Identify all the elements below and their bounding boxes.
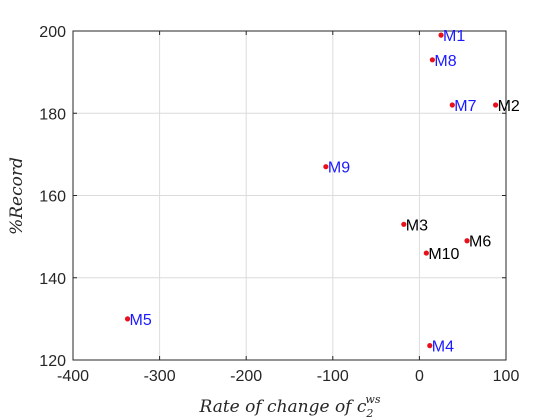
data-point-m3	[401, 221, 407, 227]
x-tick-label: -300	[144, 368, 176, 385]
data-point-m4	[427, 343, 433, 349]
data-point-m5	[124, 316, 131, 322]
point-label-m9: M9	[328, 160, 350, 177]
data-point-m2	[493, 102, 499, 108]
data-point-m6	[464, 238, 470, 244]
point-label-m5: M5	[130, 312, 152, 329]
point-label-m8: M8	[434, 53, 456, 70]
data-point-m7	[449, 102, 455, 108]
x-tick-label: 0	[415, 368, 424, 385]
data-point-m10	[423, 250, 429, 256]
y-tick-label: 180	[39, 106, 66, 123]
point-label-m4: M4	[432, 339, 454, 356]
point-label-m6: M6	[469, 234, 491, 251]
point-label-m3: M3	[406, 217, 428, 234]
data-point-m8	[429, 57, 435, 63]
data-points: M1 M8 M7 M2 M9 M3 M6 M10 M5 M4	[124, 28, 520, 356]
point-label-m7: M7	[454, 98, 476, 115]
axis-ticks: -400 -300 -200 -100 0 100 120 140 160 180 200	[39, 24, 519, 385]
x-tick-label: -200	[230, 368, 262, 385]
point-label-m2: M2	[498, 98, 520, 115]
y-tick-label: 160	[39, 189, 66, 206]
point-label-m1: M1	[443, 28, 465, 45]
x-tick-label: 100	[493, 368, 520, 385]
y-tick-label: 120	[39, 353, 66, 370]
x-tick-label: -100	[317, 368, 349, 385]
y-axis-label: %Record	[7, 157, 27, 235]
x-tick-label: -400	[57, 368, 89, 385]
point-label-m10: M10	[428, 246, 459, 263]
y-tick-label: 140	[39, 271, 66, 288]
data-point-m1	[438, 32, 444, 38]
y-tick-label: 200	[39, 24, 66, 41]
grid-lines	[72, 30, 507, 361]
data-point-m9	[323, 164, 329, 170]
x-axis-label: Rate of change of c2ws	[199, 393, 381, 420]
